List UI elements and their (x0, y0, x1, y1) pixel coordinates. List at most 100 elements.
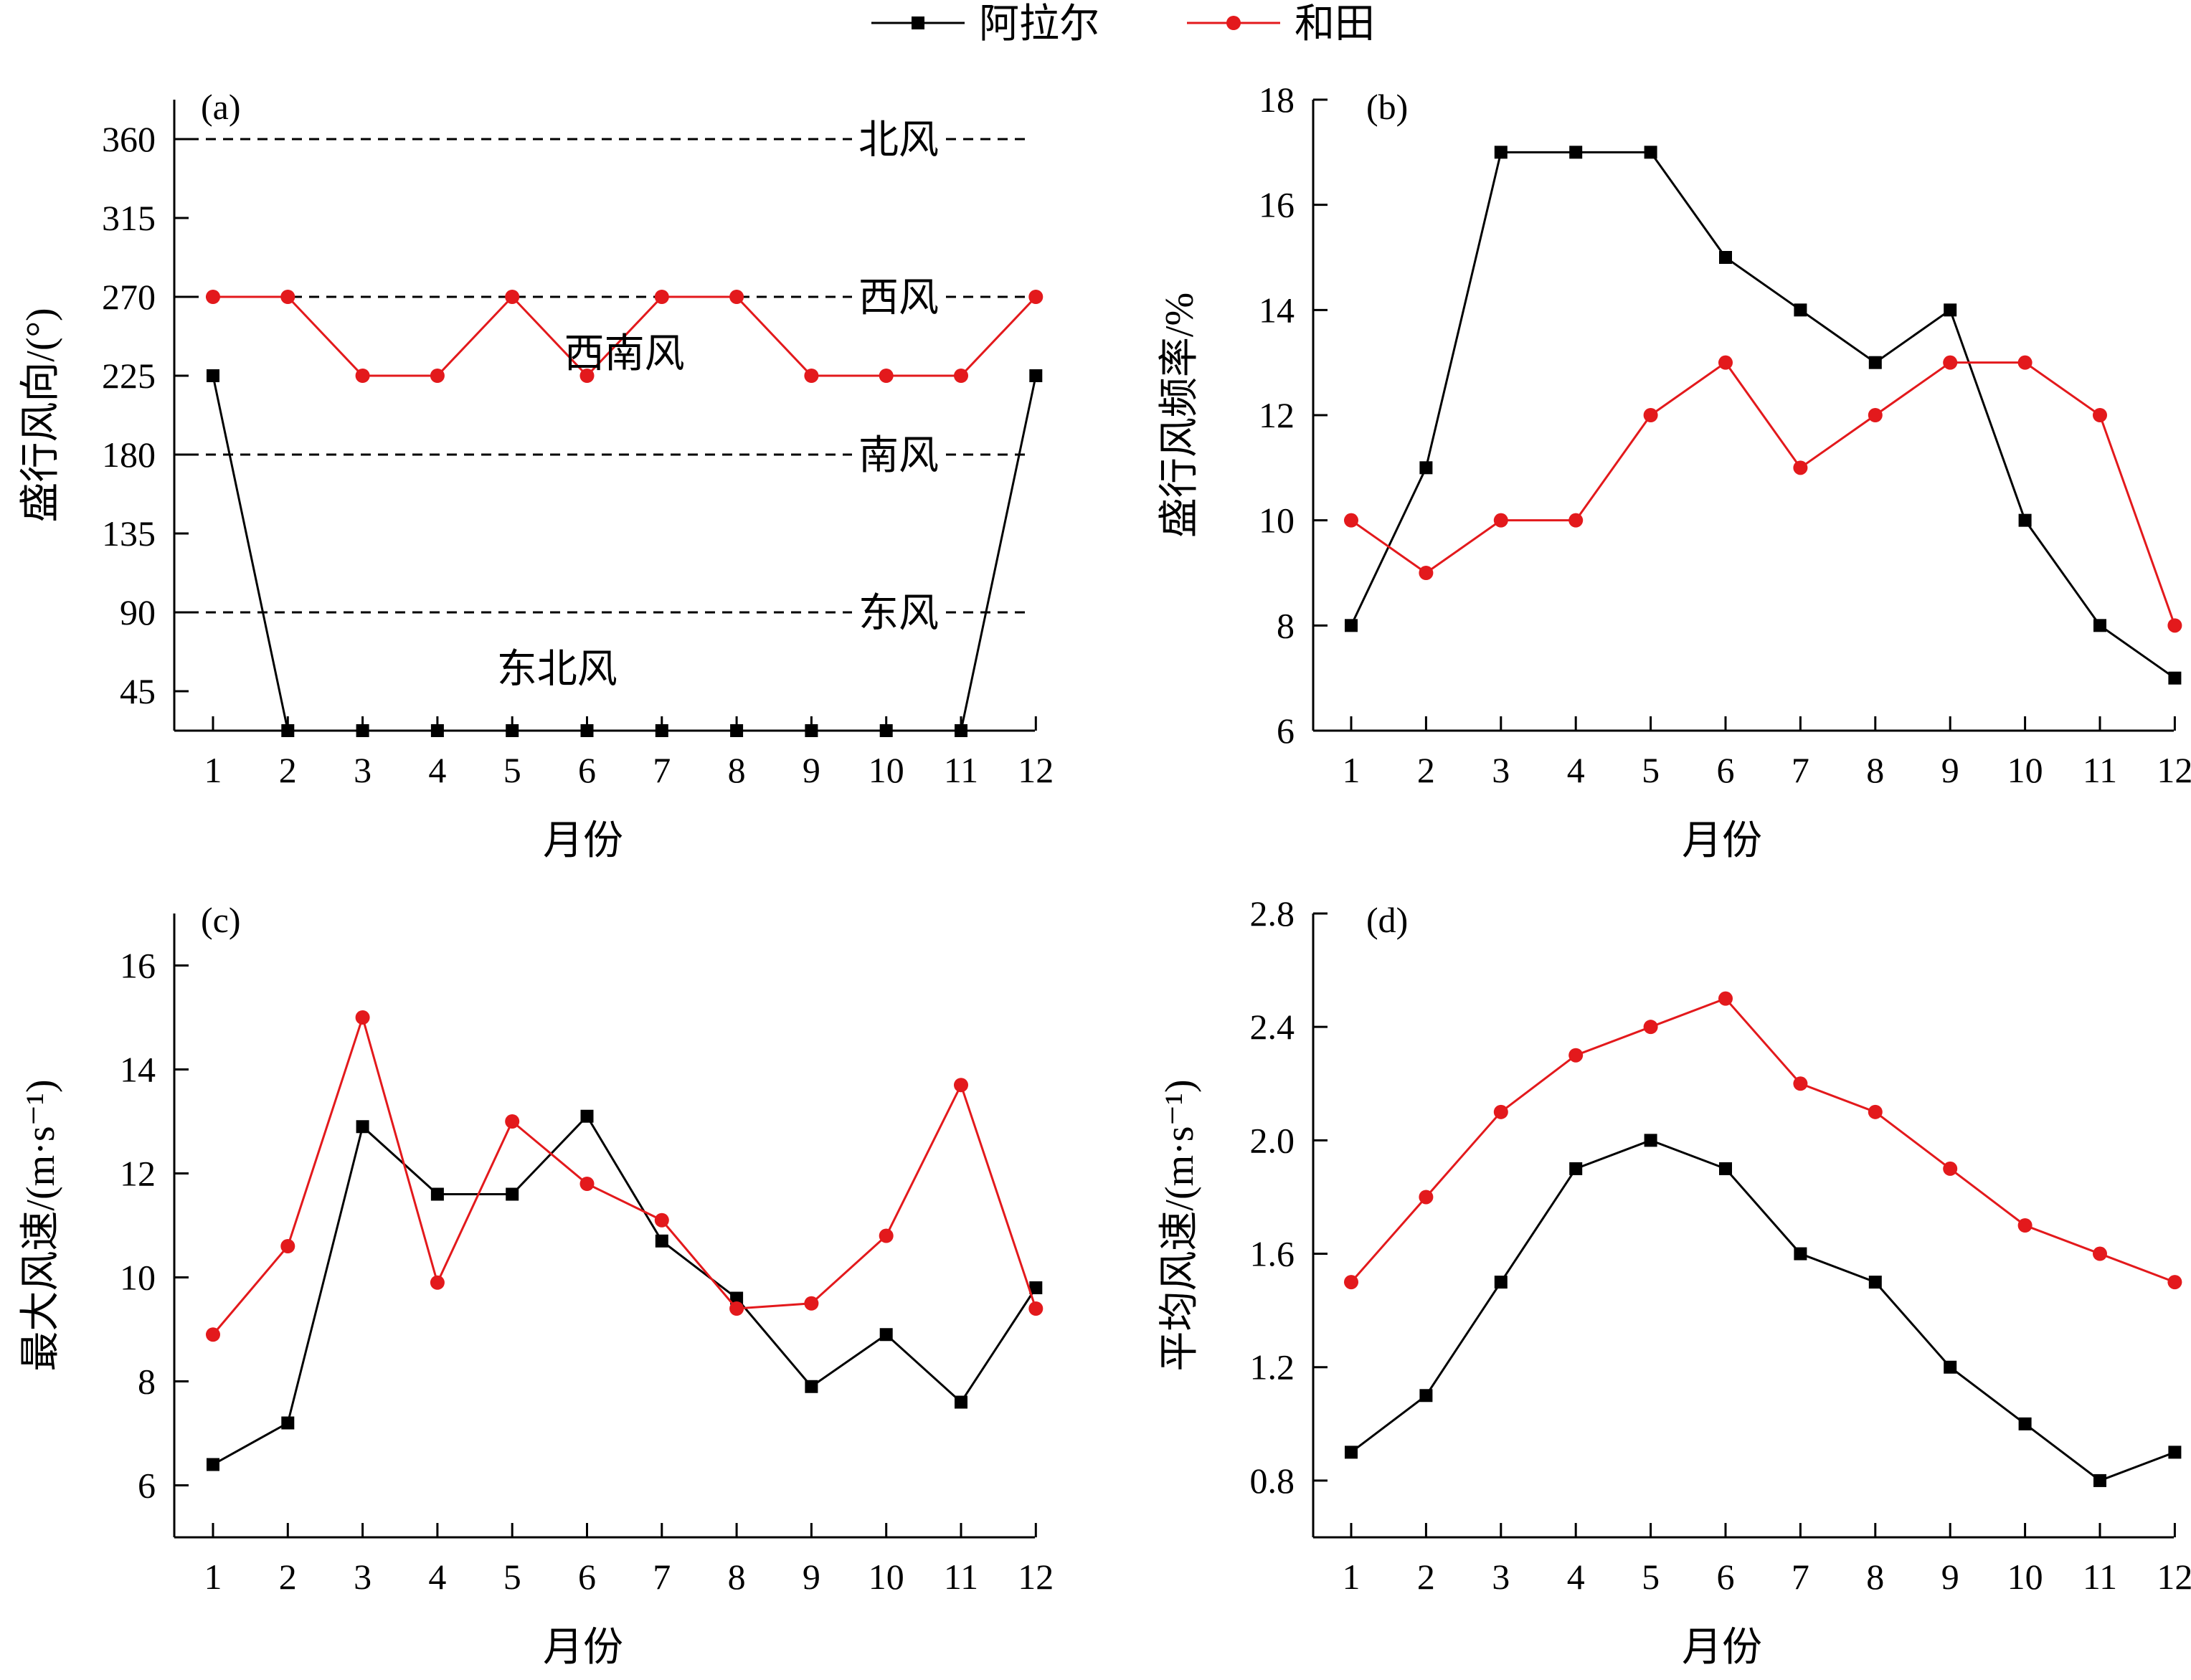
y-tick-label: 16 (120, 946, 156, 986)
x-tick-label: 1 (1343, 750, 1360, 790)
data-point (1868, 1276, 1882, 1289)
y-tick-label: 2.0 (1250, 1120, 1295, 1160)
y-tick-label: 270 (102, 277, 156, 317)
data-point (1718, 991, 1733, 1006)
data-point (1868, 356, 1882, 369)
y-axis-title: 平均风速/(m·s⁻¹) (1158, 1079, 1202, 1371)
data-point (1718, 355, 1733, 370)
x-tick-label: 12 (1018, 750, 1054, 790)
data-point (2018, 1417, 2032, 1430)
data-point (804, 1296, 819, 1311)
data-point (1029, 1281, 1043, 1294)
y-tick-label: 6 (1277, 711, 1295, 751)
data-point (207, 369, 219, 382)
x-tick-label: 4 (1567, 1557, 1585, 1597)
legend-label: 阿拉尔 (979, 2, 1099, 47)
data-point (1643, 1020, 1658, 1035)
series-line (1350, 151, 2176, 679)
panel-label: (d) (1366, 900, 1408, 940)
y-tick-label: 1.6 (1250, 1234, 1295, 1274)
x-tick-label: 7 (1792, 1557, 1809, 1597)
x-tick-label: 3 (354, 750, 372, 790)
x-tick-label: 9 (1941, 750, 1959, 790)
data-point (505, 290, 520, 304)
data-point (1345, 1446, 1358, 1459)
y-axis-title: 盛行风向/(°) (19, 308, 63, 522)
reference-line-label: 东风 (858, 592, 939, 636)
x-tick-label: 6 (578, 1557, 596, 1597)
data-point (729, 1301, 744, 1316)
x-tick-label: 12 (2157, 1557, 2191, 1597)
reference-line-label: 南风 (858, 434, 939, 478)
x-tick-label: 9 (803, 750, 820, 790)
x-tick-label: 4 (428, 1557, 446, 1597)
data-point (1794, 1247, 1807, 1261)
chart-panel-4: 0.81.21.62.02.42.81 2 3 4 5 6 7 8 9 10 11 12月份平均风速/… (1158, 893, 2191, 1670)
series-line (213, 295, 1037, 378)
y-tick-label: 90 (120, 592, 156, 632)
x-axis-title: 月份 (1682, 1626, 1762, 1670)
data-point (506, 724, 519, 737)
data-point (1868, 1104, 1883, 1119)
reference-label-bg (852, 116, 945, 162)
x-tick-label: 5 (1642, 1557, 1660, 1597)
x-tick-label: 9 (1941, 1557, 1959, 1597)
x-tick-label: 4 (428, 750, 446, 790)
data-point (1643, 408, 1658, 422)
data-point (1794, 303, 1807, 317)
data-point (355, 369, 370, 383)
x-tick-label: 12 (2157, 750, 2191, 790)
y-tick-label: 45 (120, 671, 156, 711)
y-tick-label: 10 (1259, 500, 1295, 541)
x-tick-label: 6 (1717, 750, 1735, 790)
reference-line-label: 北风 (858, 118, 939, 163)
x-tick-label: 7 (1792, 750, 1809, 790)
data-point (1494, 146, 1508, 159)
data-point (356, 1120, 369, 1134)
y-tick-label: 6 (138, 1466, 156, 1506)
x-tick-label: 7 (653, 750, 671, 790)
x-tick-label: 10 (2007, 750, 2043, 790)
series-line (212, 375, 1037, 732)
x-tick-label: 3 (1492, 1557, 1510, 1597)
data-point (1344, 513, 1358, 528)
y-tick-label: 225 (102, 356, 156, 396)
y-tick-label: 2.4 (1250, 1007, 1295, 1047)
x-tick-label: 10 (869, 1557, 904, 1597)
data-point (654, 290, 669, 304)
data-point (2168, 1446, 2182, 1459)
x-tick-label: 2 (279, 1557, 297, 1597)
data-point (1419, 1190, 1434, 1205)
data-point (2167, 1275, 2182, 1290)
data-point (1345, 619, 1358, 632)
x-tick-label: 2 (1417, 1557, 1435, 1597)
data-point (1493, 513, 1508, 528)
data-point (430, 1187, 444, 1201)
data-point (804, 369, 819, 383)
data-point (1028, 1301, 1044, 1316)
x-tick-label: 11 (2083, 750, 2117, 790)
data-point (2093, 1473, 2106, 1487)
data-point (1644, 1134, 1657, 1147)
data-point (505, 1114, 520, 1129)
data-point (729, 290, 744, 304)
y-tick-label: 14 (120, 1050, 156, 1090)
x-tick-label: 10 (2007, 1557, 2043, 1597)
x-tick-label: 2 (1417, 750, 1435, 790)
panel-label: (b) (1366, 87, 1408, 127)
x-tick-label: 7 (653, 1557, 671, 1597)
x-tick-label: 5 (503, 750, 521, 790)
y-tick-label: 8 (1277, 605, 1295, 645)
x-axis-title: 月份 (1682, 819, 1762, 863)
data-point (2017, 355, 2033, 370)
data-point (1419, 566, 1434, 580)
x-tick-label: 8 (1866, 750, 1884, 790)
data-point (879, 369, 894, 383)
data-point (280, 290, 295, 304)
data-point (1029, 369, 1043, 382)
data-point (1943, 1161, 1958, 1176)
panel-label: (a) (201, 87, 241, 127)
